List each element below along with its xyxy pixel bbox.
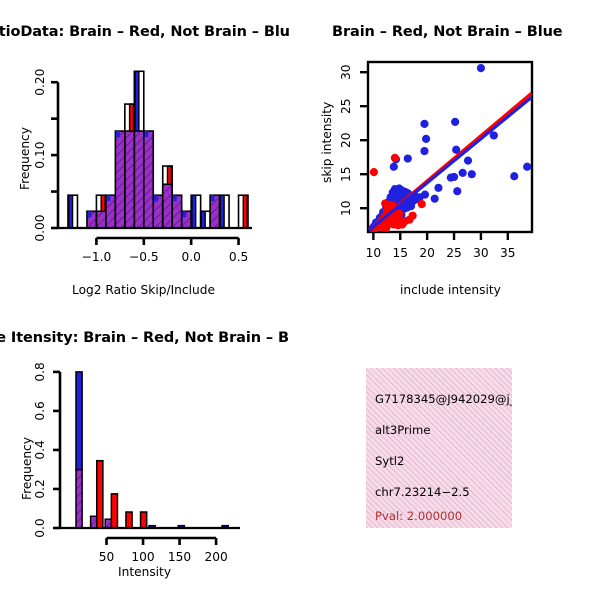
ratio-x-ticklabel: 0.0 [181,250,200,264]
scatter-y-ticklabel: 30 [339,64,353,80]
gene-name-text: Sytl2 [375,454,405,468]
scatter-x-ticklabel: 20 [419,246,435,260]
ratio-y-ticklabel: 0.10 [33,142,47,169]
gene-intensity-histogram-xlabel: Intensity [118,565,172,579]
intensity-scatter-title: Brain – Red, Not Brain – Blue [332,24,563,40]
scatter-y-ticklabel: 20 [339,132,353,148]
scatter-fit-line [368,96,532,232]
intensity-scatter-panel: Brain – Red, Not Brain – Blue 10 15 20 25 30… [300,0,600,310]
scatter-points-brain [369,153,426,232]
ratio-x-ticklabel: −0.5 [129,250,159,264]
scatter-y-ticklabel: 10 [339,200,353,216]
scatter-x-ticklabel: 15 [393,246,409,260]
gene-intensity-histogram-title: ne Itensity: Brain – Red, Not Brain – B [0,330,289,346]
gene-intensity-y-ticklabel: 0.8 [33,362,47,381]
ratio-histogram-x-axis [95,236,240,245]
ratio-histogram-ylabel: Frequency [18,127,32,190]
ratio-histogram-panel: RatioData: Brain – Red, Not Brain – Blu … [0,0,300,310]
ratio-x-ticklabel: −1.0 [82,250,112,264]
gene-intensity-y-ticklabel: 0.0 [33,518,47,537]
gene-intensity-y-ticklabel: 0.4 [33,440,47,460]
gene-intensity-x-ticklabel: 50 [99,550,115,564]
scatter-x-ticklabel: 10 [366,246,382,260]
intensity-scatter-plot: 10 15 20 25 30 10 15 20 25 30 35 [339,60,534,260]
gene-intensity-bars [75,371,229,529]
event-type-text: alt3Prime [375,423,431,437]
gene-intensity-x-ticklabel: 150 [168,550,191,564]
intensity-scatter-ylabel: skip intensity [320,101,334,183]
gene-intensity-x-ticklabel: 100 [131,550,154,564]
intensity-scatter-xlabel: include intensity [400,283,501,297]
gene-intensity-histogram-plot: 0.0 0.2 0.4 0.6 0.8 50 100 150 200 [33,362,240,564]
scatter-x-axis [372,232,510,240]
ratio-x-ticklabel: 0.5 [229,250,248,264]
gene-intensity-x-axis [105,536,218,545]
ratio-histogram-y-axis [51,80,60,230]
locus-text: chr7.23214−2.5 [375,485,470,499]
ratio-histogram-xlabel: Log2 Ratio Skip/Include [72,283,215,297]
gene-intensity-y-ticklabel: 0.6 [33,401,47,420]
ratio-histogram-bars [67,70,249,229]
ratio-y-ticklabel: 0.20 [33,69,47,96]
pval-text: Pval: 2.000000 [375,509,463,523]
scatter-y-ticklabel: 15 [339,166,353,182]
scatter-x-ticklabel: 35 [500,246,516,260]
gene-intensity-y-axis [53,370,62,530]
ratio-y-ticklabel: 0.00 [33,214,47,241]
gene-intensity-histogram-ylabel: Frequency [20,437,34,500]
scatter-x-ticklabel: 25 [446,246,462,260]
gene-intensity-y-ticklabel: 0.2 [33,479,47,498]
gene-intensity-histogram-panel: ne Itensity: Brain – Red, Not Brain – B … [0,310,300,600]
ratio-histogram-plot: 0.00 0.10 0.20 −1.0 −0.5 0.0 0.5 [33,69,252,264]
event-id-text: G7178345@J942029@j_ [375,392,512,406]
scatter-plot-box [366,60,534,234]
gene-intensity-x-ticklabel: 200 [204,550,227,564]
scatter-x-ticklabel: 30 [473,246,489,260]
scatter-y-axis [360,70,368,210]
scatter-y-ticklabel: 25 [339,98,353,114]
ratio-histogram-title: RatioData: Brain – Red, Not Brain – Blu [0,24,290,40]
event-info-panel: G7178345@J942029@j_ alt3Prime Sytl2 chr7… [366,368,512,528]
